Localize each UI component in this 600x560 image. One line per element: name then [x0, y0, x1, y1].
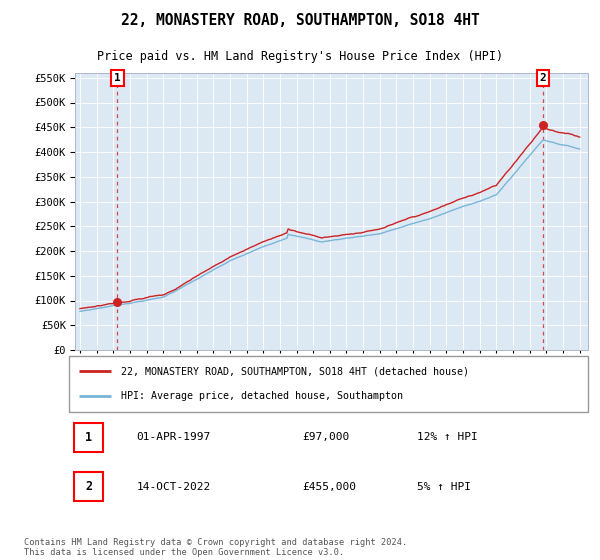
FancyBboxPatch shape [69, 356, 588, 412]
Text: 1: 1 [114, 73, 121, 83]
Text: 5% ↑ HPI: 5% ↑ HPI [417, 482, 471, 492]
Text: HPI: Average price, detached house, Southampton: HPI: Average price, detached house, Sout… [121, 391, 403, 402]
Text: 01-APR-1997: 01-APR-1997 [136, 432, 211, 442]
Text: 12% ↑ HPI: 12% ↑ HPI [417, 432, 478, 442]
Text: £455,000: £455,000 [302, 482, 356, 492]
Text: Contains HM Land Registry data © Crown copyright and database right 2024.
This d: Contains HM Land Registry data © Crown c… [24, 538, 407, 557]
Text: 1: 1 [85, 431, 92, 444]
FancyBboxPatch shape [74, 473, 103, 501]
Text: £97,000: £97,000 [302, 432, 350, 442]
Text: 22, MONASTERY ROAD, SOUTHAMPTON, SO18 4HT: 22, MONASTERY ROAD, SOUTHAMPTON, SO18 4H… [121, 13, 479, 29]
Text: 14-OCT-2022: 14-OCT-2022 [136, 482, 211, 492]
Text: Price paid vs. HM Land Registry's House Price Index (HPI): Price paid vs. HM Land Registry's House … [97, 50, 503, 63]
Text: 22, MONASTERY ROAD, SOUTHAMPTON, SO18 4HT (detached house): 22, MONASTERY ROAD, SOUTHAMPTON, SO18 4H… [121, 366, 469, 376]
FancyBboxPatch shape [74, 423, 103, 452]
Text: 2: 2 [539, 73, 546, 83]
Text: 2: 2 [85, 480, 92, 493]
